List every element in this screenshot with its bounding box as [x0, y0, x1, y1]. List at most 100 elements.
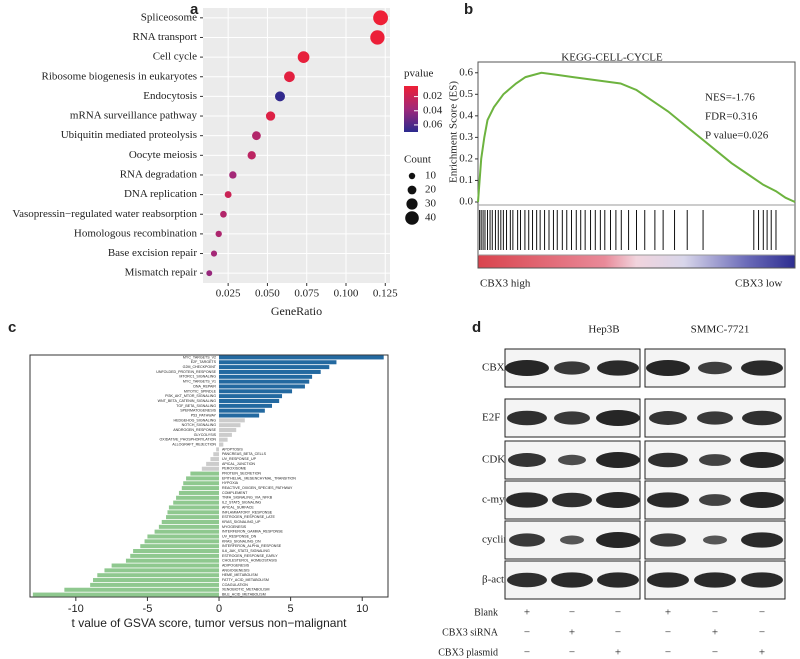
bar-label: COMPLEMENT — [222, 491, 248, 495]
bar — [219, 432, 232, 437]
band — [596, 410, 640, 426]
bar-label: INTERFERON_ALPHA_RESPONSE — [222, 544, 282, 548]
bar-label: NOTCH_SIGNALING — [182, 423, 217, 427]
band — [650, 533, 686, 547]
y-tick-label: 0.2 — [459, 152, 473, 164]
bar-label: ESTROGEN_RESPONSE_LATE — [222, 515, 275, 519]
annotation: FDR=0.316 — [705, 111, 758, 123]
bar-label: REACTIVE_OXIGEN_SPECIES_PATHWAY — [222, 486, 293, 490]
condition-sign: − — [524, 627, 530, 639]
x-tick-label: 0.075 — [294, 288, 319, 300]
band — [505, 360, 549, 376]
y-tick-label: Vasopressin−regulated water reabsorption — [12, 208, 197, 220]
bar — [219, 389, 293, 394]
bar-label: APOPTOSIS — [222, 447, 243, 451]
bar-label: CHOLESTEROL_HOMEOSTASIS — [222, 559, 277, 563]
colorbar-label: 0.04 — [423, 104, 443, 116]
y-tick-label: 0.4 — [459, 109, 473, 121]
y-tick-label: DNA replication — [124, 188, 198, 200]
bar-label: UV_RESPONSE_UP — [222, 457, 257, 461]
bar — [219, 369, 321, 374]
condition-sign: + — [524, 607, 530, 619]
bar — [176, 495, 220, 500]
condition-sign: + — [759, 647, 765, 659]
x-axis-label: GeneRatio — [271, 304, 322, 318]
condition-sign: − — [712, 607, 718, 619]
bar-label: FATTY_ACID_METABOLISM — [222, 578, 269, 582]
dot — [275, 91, 285, 102]
band — [597, 572, 639, 588]
band — [554, 361, 590, 375]
y-tick-label: 0.1 — [459, 174, 473, 186]
band — [647, 492, 689, 508]
bar-label: UNFOLDED_PROTEIN_RESPONSE — [156, 370, 216, 374]
bar — [190, 471, 220, 476]
band — [646, 360, 690, 376]
y-tick-label: Ribosome biogenesis in eukaryotes — [41, 70, 197, 82]
condition-sign: − — [665, 627, 671, 639]
x-tick-label: 0 — [216, 603, 222, 615]
band — [551, 572, 593, 588]
bar — [167, 510, 220, 515]
bar — [210, 457, 220, 462]
dot — [215, 230, 222, 238]
bar — [219, 384, 305, 389]
bar-label: PEROXISOME — [222, 467, 247, 471]
band — [649, 411, 687, 425]
band — [740, 452, 784, 468]
size-key — [405, 211, 419, 225]
bar — [130, 553, 220, 558]
bar-label: IL2_STAT5_SIGNALING — [222, 501, 261, 505]
bar-label: KRAS_SIGNALING_DN — [222, 539, 261, 543]
x-tick-label: 0.050 — [255, 288, 280, 300]
band — [741, 532, 783, 548]
bar-label: EPITHELIAL_MESENCHYMAL_TRANSITION — [222, 476, 296, 480]
y-tick-label: Homologous recombination — [74, 227, 198, 239]
bar-label: HYPOXIA — [222, 481, 239, 485]
band — [509, 533, 545, 547]
x-tick-label: 0.025 — [216, 288, 241, 300]
bar — [219, 365, 330, 370]
bar — [154, 529, 220, 534]
size-key — [408, 172, 416, 180]
condition-label: Blank — [474, 607, 498, 618]
bar — [166, 515, 220, 520]
protein-label: c-myc — [482, 494, 510, 506]
bar-label: MYC_TARGETS_V1 — [183, 380, 216, 384]
bar — [173, 500, 220, 505]
bar-label: INTERFERON_GAMMA_RESPONSE — [222, 530, 284, 534]
bar-label: APICAL_SURFACE — [222, 505, 254, 509]
bar — [219, 442, 224, 447]
legend-title: pvalue — [404, 68, 433, 80]
band — [740, 492, 784, 508]
bar-label: INFLAMMATORY_RESPONSE — [222, 510, 273, 514]
band — [697, 411, 733, 425]
chart-title: KEGG-CELL-CYCLE — [561, 52, 663, 64]
bar-label: UV_RESPONSE_DN — [222, 534, 257, 538]
bar-label: MTORC1_SIGNALING — [179, 375, 216, 379]
bar — [216, 447, 220, 452]
dot — [297, 51, 310, 63]
bar — [104, 568, 220, 573]
bar-label: XENOBIOTIC_METABOLISM — [222, 588, 269, 592]
bar-label: ADIPOGENESIS — [222, 563, 250, 567]
bar — [178, 490, 220, 495]
condition-sign: − — [615, 627, 621, 639]
y-tick-label: Spliceosome — [141, 11, 197, 23]
bar — [219, 413, 260, 418]
bar-label: MITOTIC_SPINDLE — [184, 389, 217, 393]
bar-label: TGF_BETA_SIGNALING — [176, 404, 216, 408]
condition-sign: − — [615, 607, 621, 619]
bar-label: E2F_TARGETS — [191, 360, 217, 364]
bar-label: BILE_ACID_METABOLISM — [222, 593, 266, 597]
protein-label: CBX3 — [482, 362, 511, 374]
bar-label: KRAS_SIGNALING_UP — [222, 520, 261, 524]
condition-label: CBX3 siRNA — [442, 627, 499, 638]
band — [698, 361, 732, 375]
band — [647, 572, 689, 588]
dot — [373, 10, 388, 26]
y-tick-label: 0.6 — [459, 66, 473, 78]
bar-label: G2M_CHECKPOINT — [183, 365, 217, 369]
panel-letter: b — [464, 1, 473, 18]
legend-title: Count — [404, 154, 431, 166]
